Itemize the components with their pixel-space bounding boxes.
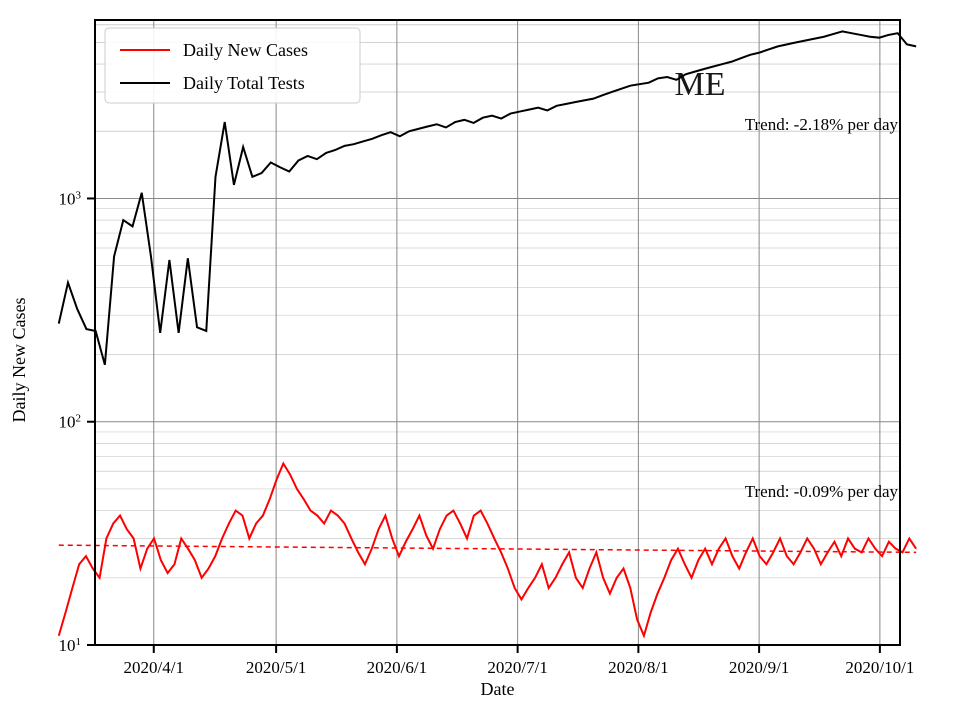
x-tick-label-3: 2020/7/1 xyxy=(487,658,547,677)
x-tick-label-1: 2020/5/1 xyxy=(246,658,306,677)
x-tick-label-2: 2020/6/1 xyxy=(367,658,427,677)
line-chart-svg: 101102103 2020/4/1 2020/5/1 2020/6/1 2020/7… xyxy=(0,0,960,720)
legend-box[interactable]: Daily New Cases Daily Total Tests xyxy=(105,28,360,103)
chart-background xyxy=(0,0,960,720)
x-tick-label-0: 2020/4/1 xyxy=(124,658,184,677)
trend-annotation-cases: Trend: -0.09% per day xyxy=(745,482,899,501)
y-axis-title: Daily New Cases xyxy=(9,298,29,423)
x-tick-label-4: 2020/8/1 xyxy=(608,658,668,677)
x-tick-label-6: 2020/10/1 xyxy=(845,658,914,677)
legend-label-daily-new-cases: Daily New Cases xyxy=(183,40,308,60)
x-tick-label-5: 2020/9/1 xyxy=(729,658,789,677)
trend-annotation-tests: Trend: -2.18% per day xyxy=(745,115,899,134)
x-axis-title: Date xyxy=(481,679,515,699)
legend-label-daily-total-tests: Daily Total Tests xyxy=(183,73,305,93)
chart-container: 101 102 103 2020/4/1 2020/5/1 2020/6/1 2020/7… xyxy=(0,0,960,720)
watermark-text: ME xyxy=(675,66,726,103)
